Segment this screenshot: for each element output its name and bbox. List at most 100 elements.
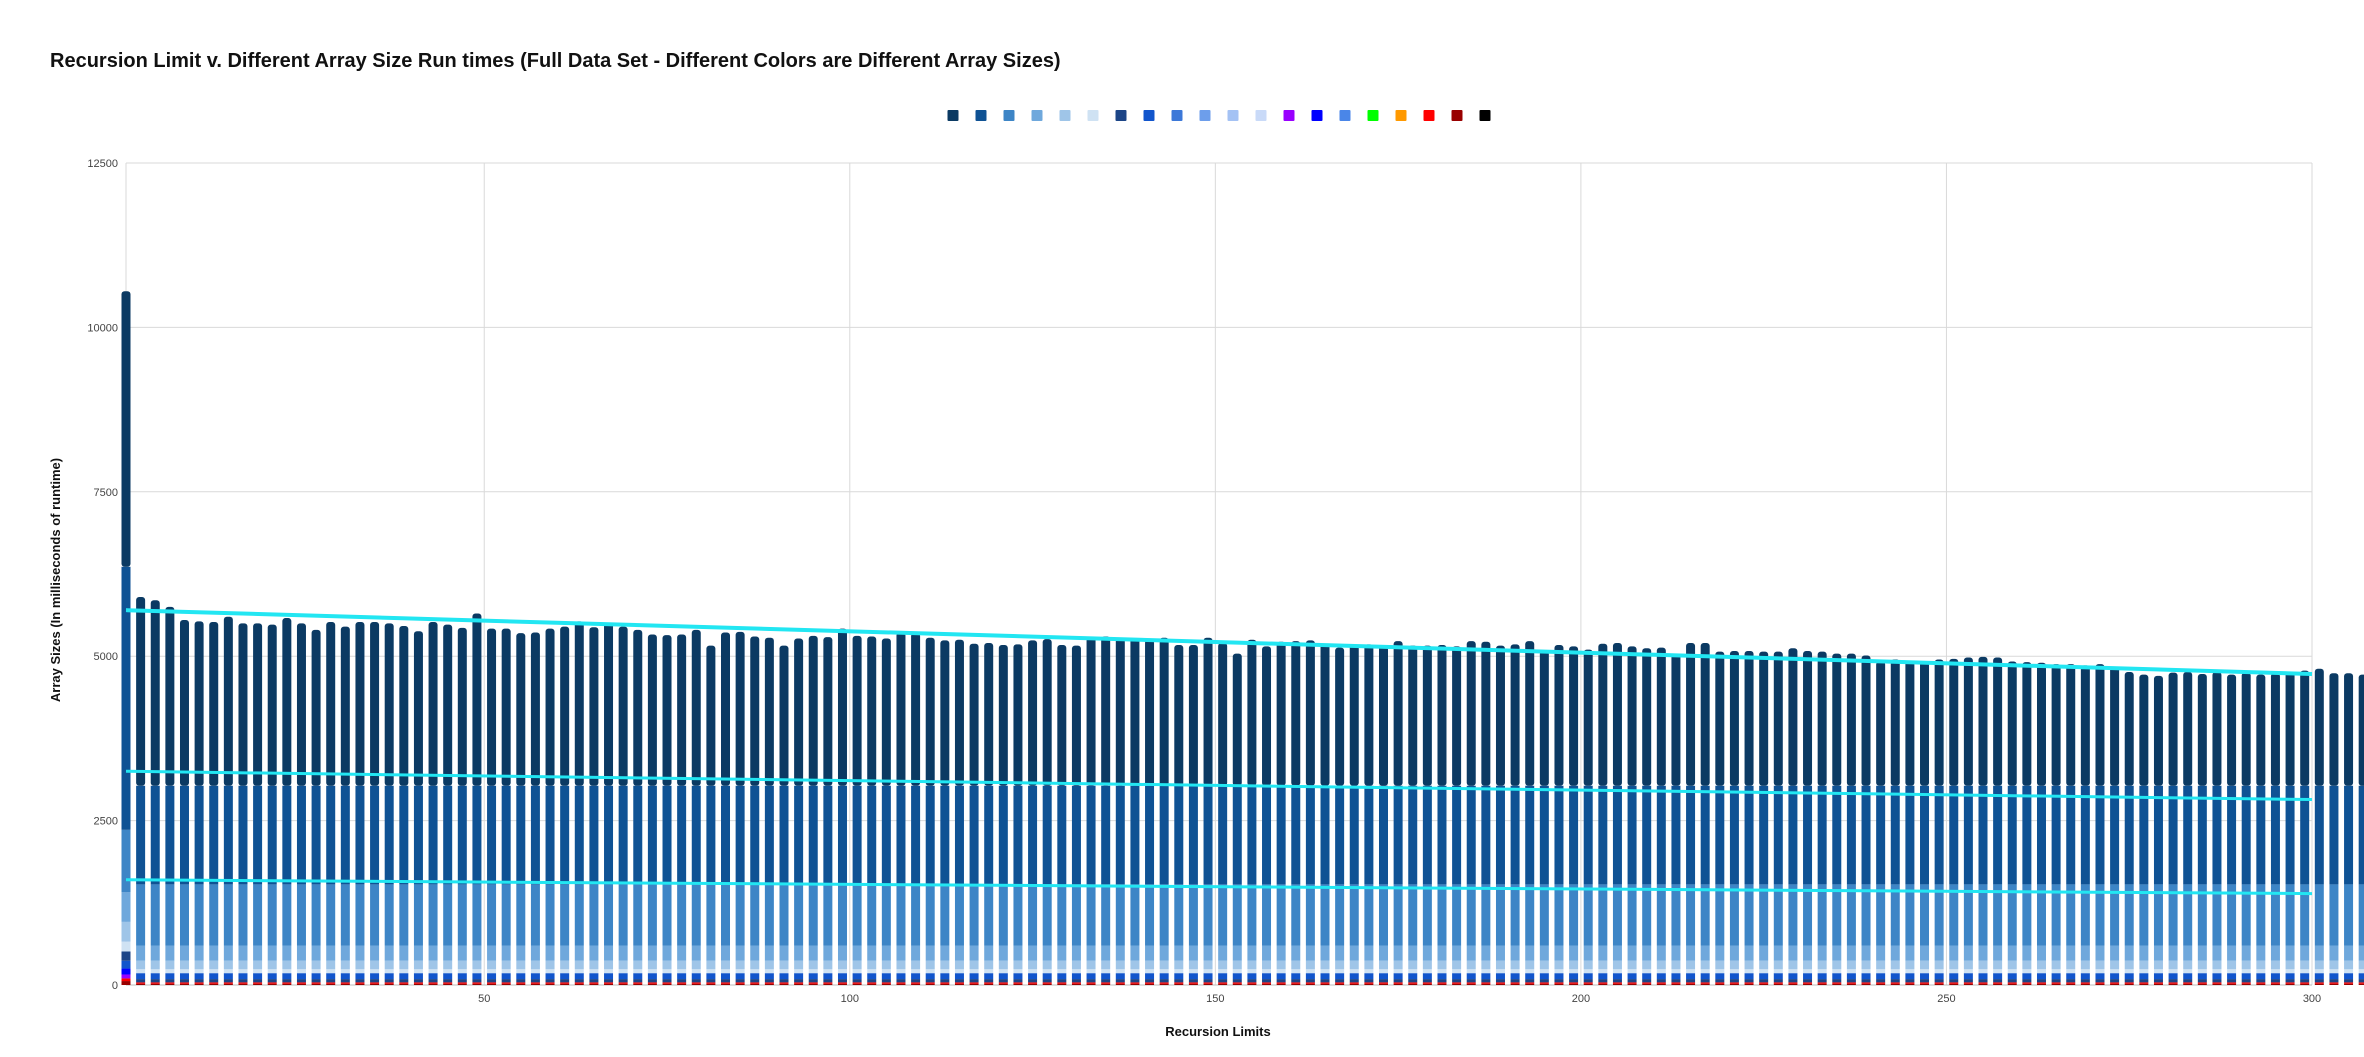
bar-segment xyxy=(150,982,160,984)
bar-segment xyxy=(1422,979,1432,983)
bar xyxy=(443,624,453,985)
legend-swatch[interactable] xyxy=(1059,110,1071,121)
bar-segment xyxy=(560,626,570,786)
bar-segment xyxy=(1920,982,1930,984)
legend-swatch[interactable] xyxy=(1003,110,1015,121)
bar-segment xyxy=(150,979,160,983)
bar-segment xyxy=(443,960,453,970)
bar-segment xyxy=(1920,661,1930,786)
bar-segment xyxy=(1452,646,1462,786)
bar-segment xyxy=(1466,982,1476,984)
bar xyxy=(1832,653,1842,985)
bar-segment xyxy=(1188,884,1198,946)
bar-segment xyxy=(1744,785,1754,885)
bar-segment xyxy=(457,982,467,984)
bar-segment xyxy=(413,982,423,984)
bar-segment xyxy=(223,960,233,970)
bar-segment xyxy=(121,968,131,975)
legend-swatch[interactable] xyxy=(1087,110,1099,121)
y-tick-label: 7500 xyxy=(94,487,118,499)
bar-segment xyxy=(2153,884,2163,946)
bar-segment xyxy=(837,973,847,980)
bar-segment xyxy=(2153,960,2163,970)
bar-segment xyxy=(1130,785,1140,885)
bar xyxy=(1905,660,1915,985)
bar-segment xyxy=(428,983,438,985)
bar-segment xyxy=(1569,646,1579,786)
legend-swatch[interactable] xyxy=(1311,110,1323,121)
bar-segment xyxy=(2168,982,2178,984)
legend-swatch[interactable] xyxy=(1395,110,1407,121)
bar-segment xyxy=(1159,785,1169,885)
bar-segment xyxy=(1481,969,1491,974)
legend-swatch[interactable] xyxy=(1199,110,1211,121)
bar-segment xyxy=(1861,973,1871,980)
bar-segment xyxy=(677,979,687,983)
bar-segment xyxy=(1773,785,1783,885)
bar-segment xyxy=(2270,969,2280,974)
bar-segment xyxy=(1218,785,1228,885)
bar-segment xyxy=(413,945,423,961)
bar-segment xyxy=(779,960,789,970)
bar-segment xyxy=(2168,969,2178,974)
bar-segment xyxy=(253,969,263,974)
bar-segment xyxy=(1466,641,1476,786)
bar-segment xyxy=(428,979,438,983)
bar-segment xyxy=(2241,672,2251,786)
legend-swatch[interactable] xyxy=(1451,110,1463,121)
bar-segment xyxy=(1130,983,1140,985)
bar-segment xyxy=(1408,884,1418,946)
legend-swatch[interactable] xyxy=(1255,110,1267,121)
bar-segment xyxy=(1715,983,1725,985)
bar-segment xyxy=(1671,945,1681,961)
bar-segment xyxy=(1978,983,1988,985)
bar-segment xyxy=(1642,969,1652,974)
bar-segment xyxy=(1803,650,1813,786)
bar xyxy=(940,640,950,985)
bar-segment xyxy=(1452,945,1462,961)
bar-segment xyxy=(1174,969,1184,974)
legend-swatch[interactable] xyxy=(1143,110,1155,121)
bar-segment xyxy=(1539,983,1549,985)
legend-swatch[interactable] xyxy=(975,110,987,121)
bar-segment xyxy=(984,643,994,786)
legend-swatch[interactable] xyxy=(1423,110,1435,121)
bar-segment xyxy=(1305,785,1315,885)
bar-segment xyxy=(867,960,877,970)
bar-segment xyxy=(1642,982,1652,984)
bar-segment xyxy=(2080,983,2090,985)
bar-segment xyxy=(604,623,614,786)
bar-segment xyxy=(1627,969,1637,974)
bar-segment xyxy=(457,785,467,885)
bar-segment xyxy=(560,982,570,984)
legend-swatch[interactable] xyxy=(1283,110,1295,121)
legend-swatch[interactable] xyxy=(1115,110,1127,121)
legend-swatch[interactable] xyxy=(1367,110,1379,121)
bar-segment xyxy=(296,960,306,970)
bar-segment xyxy=(574,979,584,983)
legend-swatch[interactable] xyxy=(1171,110,1183,121)
legend-swatch[interactable] xyxy=(1227,110,1239,121)
bar-segment xyxy=(1963,884,1973,946)
bar-segment xyxy=(413,631,423,786)
bar-segment xyxy=(2300,884,2310,946)
bar-segment xyxy=(1174,645,1184,786)
bar-segment xyxy=(1291,945,1301,961)
bar xyxy=(1218,643,1228,985)
bar-segment xyxy=(1305,945,1315,961)
bar-segment xyxy=(2270,983,2280,985)
legend-swatch[interactable] xyxy=(1339,110,1351,121)
legend-swatch[interactable] xyxy=(947,110,959,121)
bar-segment xyxy=(1276,785,1286,885)
bar-segment xyxy=(457,627,467,786)
legend-swatch[interactable] xyxy=(1031,110,1043,121)
bar-segment xyxy=(1393,973,1403,980)
bar-segment xyxy=(779,884,789,946)
bar-segment xyxy=(1071,973,1081,980)
bar-segment xyxy=(1978,656,1988,786)
bar-segment xyxy=(2080,665,2090,786)
bar-segment xyxy=(837,785,847,885)
bar-segment xyxy=(1934,659,1944,786)
legend-swatch[interactable] xyxy=(1479,110,1491,121)
bar-segment xyxy=(1422,973,1432,980)
